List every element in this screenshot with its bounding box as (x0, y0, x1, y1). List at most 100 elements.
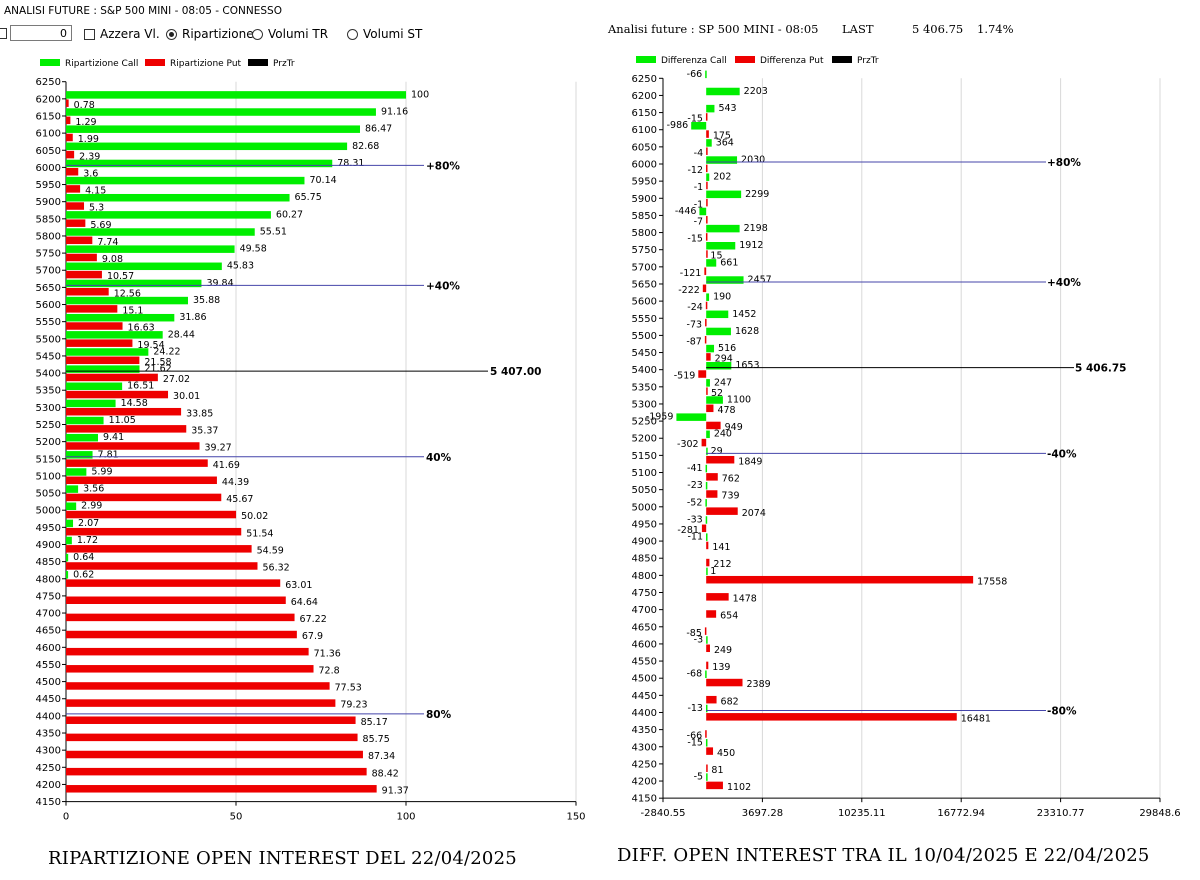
data-label: -7 (694, 216, 703, 227)
x-tick-label: 3697.28 (742, 808, 783, 819)
data-label: -986 (667, 120, 689, 131)
azzera-label: Azzera Vl. (100, 27, 160, 41)
data-label: 478 (717, 405, 735, 416)
data-label: -85 (686, 628, 702, 639)
data-label: 1.29 (75, 117, 96, 128)
data-label: 64.64 (291, 597, 318, 608)
legend-label: Differenza Call (661, 56, 727, 66)
bar-call (691, 122, 707, 130)
data-label: 2198 (744, 223, 768, 234)
bar-call (706, 293, 710, 301)
radio-icon[interactable] (252, 28, 263, 40)
data-label: 1.99 (78, 134, 99, 145)
data-label: 3.6 (83, 168, 98, 179)
value-input[interactable] (10, 25, 72, 41)
x-tick-label: 29848.6 (1139, 808, 1180, 819)
legend-swatch (636, 56, 656, 63)
legend-label: Differenza Put (760, 56, 824, 66)
x-tick-label: 0 (63, 812, 69, 823)
bar-call (706, 173, 710, 181)
data-label: 54.59 (257, 545, 284, 556)
data-label: 45.67 (226, 494, 253, 505)
data-label: 49.58 (240, 244, 267, 255)
y-tick-label: 4150 (36, 797, 61, 808)
bar-put (66, 339, 133, 347)
data-label: 16.51 (127, 381, 154, 392)
data-label: -66 (687, 69, 703, 80)
bar-put (66, 510, 237, 519)
data-label: 212 (713, 559, 731, 570)
y-tick-label: 4950 (36, 523, 61, 534)
data-label: 27.02 (163, 374, 190, 385)
y-tick-label: 5750 (632, 245, 657, 256)
bar-put (66, 407, 182, 416)
y-tick-label: 6200 (632, 91, 657, 102)
bar-put (705, 301, 708, 310)
data-label: 82.68 (352, 141, 379, 152)
bar-call (706, 242, 736, 250)
y-tick-label: 5400 (632, 365, 657, 376)
y-tick-label: 4200 (36, 780, 61, 791)
bar-put (66, 716, 356, 724)
volumi-tr-radio[interactable]: Volumi TR (252, 27, 328, 41)
bar-put (706, 353, 711, 361)
level-label: 5 406.75 (1075, 363, 1126, 375)
bar-call (706, 156, 738, 164)
y-tick-label: 4600 (36, 643, 61, 654)
radio-selected-icon[interactable] (166, 28, 177, 40)
y-tick-label: 4800 (632, 571, 657, 582)
data-label: 79.23 (340, 700, 367, 711)
azzera-checkbox[interactable]: Azzera Vl. (84, 27, 160, 41)
data-label: 0.62 (73, 569, 94, 580)
bar-put (66, 270, 102, 279)
data-label: -121 (680, 268, 702, 279)
y-tick-label: 5700 (36, 266, 61, 277)
data-label: 19.54 (137, 340, 164, 351)
data-label: -15 (687, 114, 703, 125)
data-label: 1849 (738, 456, 762, 467)
data-label: 247 (714, 377, 732, 388)
x-tick-label: -2840.55 (641, 808, 686, 819)
bar-put (66, 785, 377, 793)
y-tick-label: 5150 (632, 451, 657, 462)
y-tick-label: 5800 (632, 228, 657, 239)
data-label: -11 (687, 532, 703, 543)
data-label: -52 (687, 497, 703, 508)
bar-call (66, 159, 333, 168)
y-tick-label: 5000 (632, 502, 657, 513)
checkbox-icon[interactable] (84, 28, 95, 40)
bar-put (66, 133, 73, 142)
data-label: 51.54 (246, 528, 273, 539)
level-label: 80% (426, 709, 452, 721)
bar-put (698, 370, 707, 378)
y-tick-label: 4500 (632, 674, 657, 685)
data-label: -5 (694, 772, 703, 783)
data-label: 0.78 (74, 100, 95, 111)
volumi-st-radio[interactable]: Volumi ST (347, 27, 422, 41)
radio-icon[interactable] (347, 28, 358, 40)
bar-call-small (705, 739, 708, 747)
bar-call (66, 553, 69, 562)
data-label: 33.85 (186, 408, 213, 419)
data-label: 81 (711, 765, 723, 776)
bar-call (66, 279, 202, 288)
data-label: -66 (687, 731, 703, 742)
y-tick-label: 4750 (632, 588, 657, 599)
y-tick-label: 5000 (36, 506, 61, 517)
data-label: 2.39 (79, 151, 100, 162)
data-label: 450 (717, 748, 735, 759)
bar-put (706, 164, 708, 173)
y-tick-label: 5450 (36, 351, 61, 362)
data-label: 67.22 (300, 614, 327, 625)
y-tick-label: 4900 (632, 537, 657, 548)
bar-put (706, 764, 708, 772)
data-label: 190 (713, 292, 731, 303)
bar-call (706, 396, 723, 404)
y-tick-label: 5200 (36, 437, 61, 448)
y-tick-label: 4550 (36, 660, 61, 671)
hidden-checkbox[interactable] (0, 28, 7, 39)
data-label: 78.31 (337, 158, 364, 169)
data-label: -33 (687, 514, 703, 525)
data-label: 15.1 (122, 306, 143, 317)
ripartizione-radio[interactable]: Ripartizione (166, 27, 254, 41)
